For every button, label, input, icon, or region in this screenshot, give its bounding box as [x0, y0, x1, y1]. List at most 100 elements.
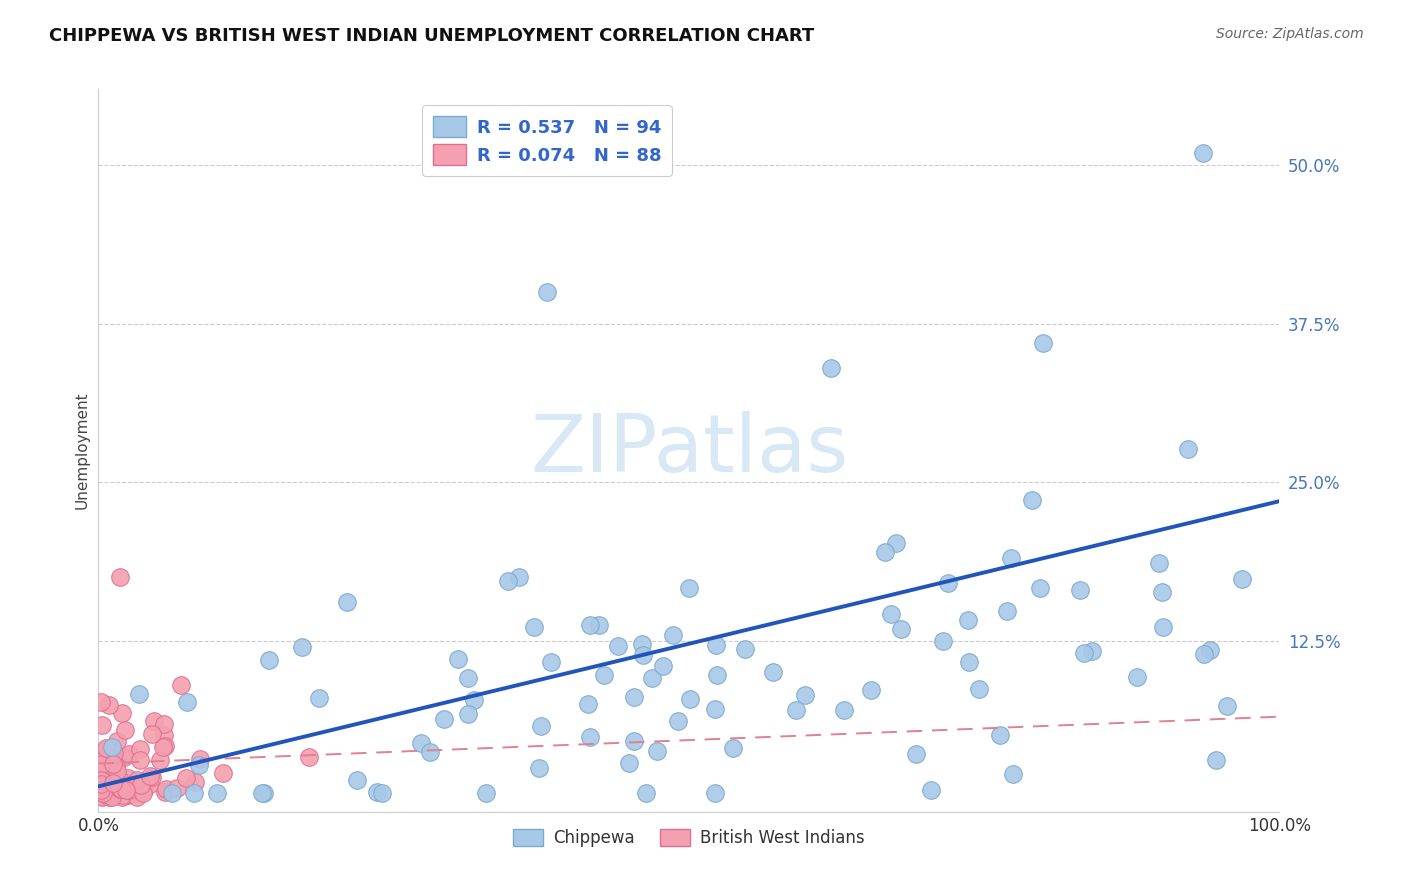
Point [706, 667, 728, 681]
Point [117, 772, 139, 786]
Point [257, 653, 280, 667]
Point [419, 745, 441, 759]
Point [183, 774, 205, 789]
Point [110, 789, 132, 804]
Point [636, 786, 658, 800]
Point [91, 786, 114, 800]
Legend: Chippewa, British West Indians: Chippewa, British West Indians [506, 822, 872, 854]
Point [93, 758, 115, 772]
Point [100, 747, 122, 762]
Point [904, 747, 927, 762]
Point [105, 764, 128, 778]
Point [957, 655, 980, 669]
Point [115, 783, 138, 797]
Point [187, 758, 209, 772]
Point [90, 694, 112, 708]
Point [1177, 442, 1199, 456]
Point [108, 773, 131, 788]
Point [995, 604, 1018, 618]
Point [127, 789, 149, 804]
Point [988, 729, 1011, 743]
Point [104, 756, 127, 771]
Point [90, 776, 112, 790]
Point [110, 779, 132, 793]
Point [118, 747, 141, 761]
Point [90, 772, 112, 787]
Point [640, 671, 662, 685]
Point [90, 780, 112, 795]
Point [734, 642, 756, 657]
Point [704, 701, 727, 715]
Point [932, 634, 955, 648]
Point [176, 695, 198, 709]
Point [860, 682, 883, 697]
Point [141, 727, 163, 741]
Point [153, 785, 176, 799]
Point [90, 718, 112, 732]
Point [111, 706, 134, 720]
Point [336, 595, 359, 609]
Point [103, 780, 125, 795]
Point [128, 741, 150, 756]
Point [108, 780, 131, 794]
Point [1216, 698, 1239, 713]
Point [96, 787, 118, 801]
Point [105, 734, 128, 748]
Point [98, 789, 121, 804]
Point [457, 671, 479, 685]
Point [576, 697, 599, 711]
Point [679, 692, 702, 706]
Point [703, 786, 725, 800]
Point [112, 749, 135, 764]
Point [91, 761, 114, 775]
Text: ZIPatlas: ZIPatlas [530, 411, 848, 490]
Point [153, 739, 176, 753]
Point [118, 783, 141, 797]
Point [169, 678, 191, 692]
Point [346, 772, 368, 787]
Point [298, 750, 321, 764]
Point [617, 756, 640, 770]
Point [890, 622, 912, 636]
Point [661, 628, 683, 642]
Point [91, 770, 114, 784]
Point [762, 665, 785, 679]
Point [886, 535, 908, 549]
Point [1205, 753, 1227, 767]
Point [433, 712, 456, 726]
Point [588, 618, 610, 632]
Y-axis label: Unemployment: Unemployment [75, 392, 90, 509]
Point [111, 788, 134, 802]
Text: CHIPPEWA VS BRITISH WEST INDIAN UNEMPLOYMENT CORRELATION CHART: CHIPPEWA VS BRITISH WEST INDIAN UNEMPLOY… [49, 27, 814, 45]
Point [103, 746, 125, 760]
Point [527, 762, 550, 776]
Point [409, 736, 432, 750]
Point [1032, 335, 1054, 350]
Point [205, 786, 228, 800]
Point [645, 744, 668, 758]
Point [90, 775, 112, 789]
Point [155, 781, 177, 796]
Point [190, 752, 212, 766]
Point [212, 766, 235, 780]
Point [536, 285, 558, 299]
Point [1000, 551, 1022, 566]
Point [834, 703, 856, 717]
Point [1073, 646, 1095, 660]
Point [110, 782, 132, 797]
Point [579, 617, 602, 632]
Point [1001, 767, 1024, 781]
Point [174, 772, 197, 786]
Point [97, 786, 120, 800]
Point [250, 786, 273, 800]
Point [183, 786, 205, 800]
Point [94, 740, 117, 755]
Point [90, 762, 112, 776]
Point [794, 688, 817, 702]
Point [101, 772, 124, 786]
Point [90, 772, 112, 787]
Point [508, 570, 530, 584]
Point [139, 777, 162, 791]
Point [160, 786, 183, 800]
Point [308, 691, 330, 706]
